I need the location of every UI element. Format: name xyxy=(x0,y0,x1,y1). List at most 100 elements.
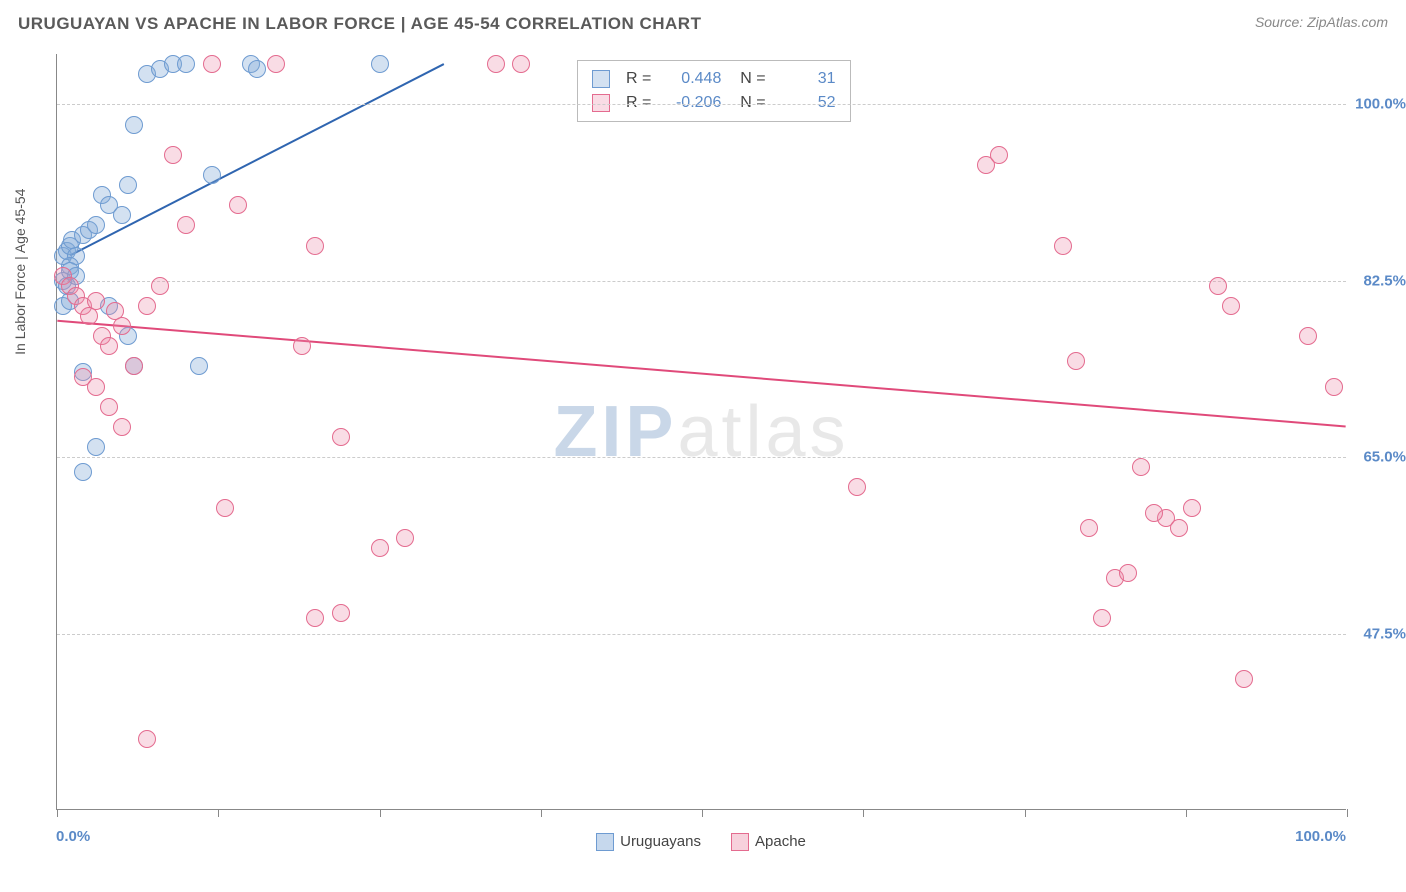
scatter-point xyxy=(125,357,143,375)
trendline xyxy=(57,321,1345,427)
legend-label: Uruguayans xyxy=(620,833,701,850)
x-tick xyxy=(1347,809,1348,817)
scatter-point xyxy=(74,463,92,481)
scatter-point xyxy=(113,317,131,335)
bottom-legend: Uruguayans Apache xyxy=(596,833,806,851)
x-tick xyxy=(57,809,58,817)
stats-row: R =0.448 N =31 xyxy=(592,67,836,91)
scatter-point xyxy=(306,237,324,255)
scatter-point xyxy=(1299,327,1317,345)
scatter-point xyxy=(332,604,350,622)
x-tick xyxy=(1025,809,1026,817)
scatter-point xyxy=(100,398,118,416)
scatter-point xyxy=(1054,237,1072,255)
scatter-point xyxy=(119,176,137,194)
scatter-point xyxy=(87,378,105,396)
y-tick-label: 47.5% xyxy=(1351,625,1406,642)
scatter-point xyxy=(190,357,208,375)
legend-item: Uruguayans xyxy=(596,833,701,851)
watermark-atlas: atlas xyxy=(677,392,849,472)
scatter-point xyxy=(1067,352,1085,370)
x-max-label: 100.0% xyxy=(1295,828,1346,845)
scatter-point xyxy=(125,116,143,134)
scatter-point xyxy=(371,539,389,557)
watermark: ZIPatlas xyxy=(553,391,849,473)
scatter-point xyxy=(512,55,530,73)
chart-title: URUGUAYAN VS APACHE IN LABOR FORCE | AGE… xyxy=(18,14,701,34)
n-label: N = xyxy=(731,91,765,115)
gridline xyxy=(57,457,1346,458)
y-axis-label: In Labor Force | Age 45-54 xyxy=(12,189,28,355)
n-value: 52 xyxy=(776,91,836,115)
legend-item: Apache xyxy=(731,833,806,851)
scatter-point xyxy=(87,292,105,310)
trendline xyxy=(70,64,444,255)
gridline xyxy=(57,104,1346,105)
x-min-label: 0.0% xyxy=(56,828,90,845)
scatter-point xyxy=(1222,297,1240,315)
y-tick-label: 100.0% xyxy=(1351,96,1406,113)
scatter-point xyxy=(371,55,389,73)
scatter-point xyxy=(100,337,118,355)
scatter-point xyxy=(1183,499,1201,517)
correlation-chart: URUGUAYAN VS APACHE IN LABOR FORCE | AGE… xyxy=(10,10,1396,882)
scatter-point xyxy=(87,438,105,456)
x-tick xyxy=(380,809,381,817)
r-label: R = xyxy=(626,91,651,115)
scatter-point xyxy=(1093,609,1111,627)
scatter-point xyxy=(396,529,414,547)
r-label: R = xyxy=(626,67,651,91)
scatter-point xyxy=(1209,277,1227,295)
scatter-point xyxy=(87,216,105,234)
scatter-point xyxy=(248,60,266,78)
scatter-point xyxy=(203,55,221,73)
y-tick-label: 65.0% xyxy=(1351,449,1406,466)
y-tick-label: 82.5% xyxy=(1351,272,1406,289)
stats-row: R = -0.206 N = 52 xyxy=(592,91,836,115)
r-value: -0.206 xyxy=(661,91,721,115)
legend-label: Apache xyxy=(755,833,806,850)
scatter-point xyxy=(1170,519,1188,537)
scatter-point xyxy=(1235,670,1253,688)
gridline xyxy=(57,281,1346,282)
x-tick xyxy=(218,809,219,817)
r-value: 0.448 xyxy=(661,67,721,91)
scatter-point xyxy=(1080,519,1098,537)
scatter-point xyxy=(164,146,182,164)
scatter-point xyxy=(332,428,350,446)
scatter-point xyxy=(113,206,131,224)
plot-area: ZIPatlas R =0.448 N =31R =-0.206 N =52 4… xyxy=(56,54,1346,810)
series-swatch xyxy=(592,94,610,112)
watermark-zip: ZIP xyxy=(553,392,677,472)
scatter-point xyxy=(177,216,195,234)
trendlines-layer xyxy=(57,54,1346,809)
scatter-point xyxy=(1132,458,1150,476)
scatter-point xyxy=(487,55,505,73)
scatter-point xyxy=(177,55,195,73)
scatter-point xyxy=(203,166,221,184)
header-row: URUGUAYAN VS APACHE IN LABOR FORCE | AGE… xyxy=(10,10,1396,34)
scatter-point xyxy=(151,277,169,295)
legend-swatch xyxy=(596,833,614,851)
x-tick xyxy=(1186,809,1187,817)
scatter-point xyxy=(138,730,156,748)
scatter-point xyxy=(138,297,156,315)
scatter-point xyxy=(293,337,311,355)
n-label: N = xyxy=(731,67,765,91)
scatter-point xyxy=(113,418,131,436)
gridline xyxy=(57,634,1346,635)
x-tick xyxy=(863,809,864,817)
x-axis-row: 0.0% Uruguayans Apache 100.0% xyxy=(56,822,1346,862)
series-swatch xyxy=(592,70,610,88)
scatter-point xyxy=(1145,504,1163,522)
legend-swatch xyxy=(731,833,749,851)
scatter-point xyxy=(848,478,866,496)
scatter-point xyxy=(990,146,1008,164)
scatter-point xyxy=(216,499,234,517)
scatter-point xyxy=(1119,564,1137,582)
scatter-point xyxy=(306,609,324,627)
x-tick xyxy=(541,809,542,817)
stats-legend-box: R =0.448 N =31R =-0.206 N =52 xyxy=(577,60,851,122)
scatter-point xyxy=(1325,378,1343,396)
scatter-point xyxy=(267,55,285,73)
